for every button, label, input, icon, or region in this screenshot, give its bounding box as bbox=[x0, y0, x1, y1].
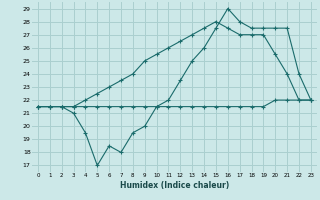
X-axis label: Humidex (Indice chaleur): Humidex (Indice chaleur) bbox=[120, 181, 229, 190]
